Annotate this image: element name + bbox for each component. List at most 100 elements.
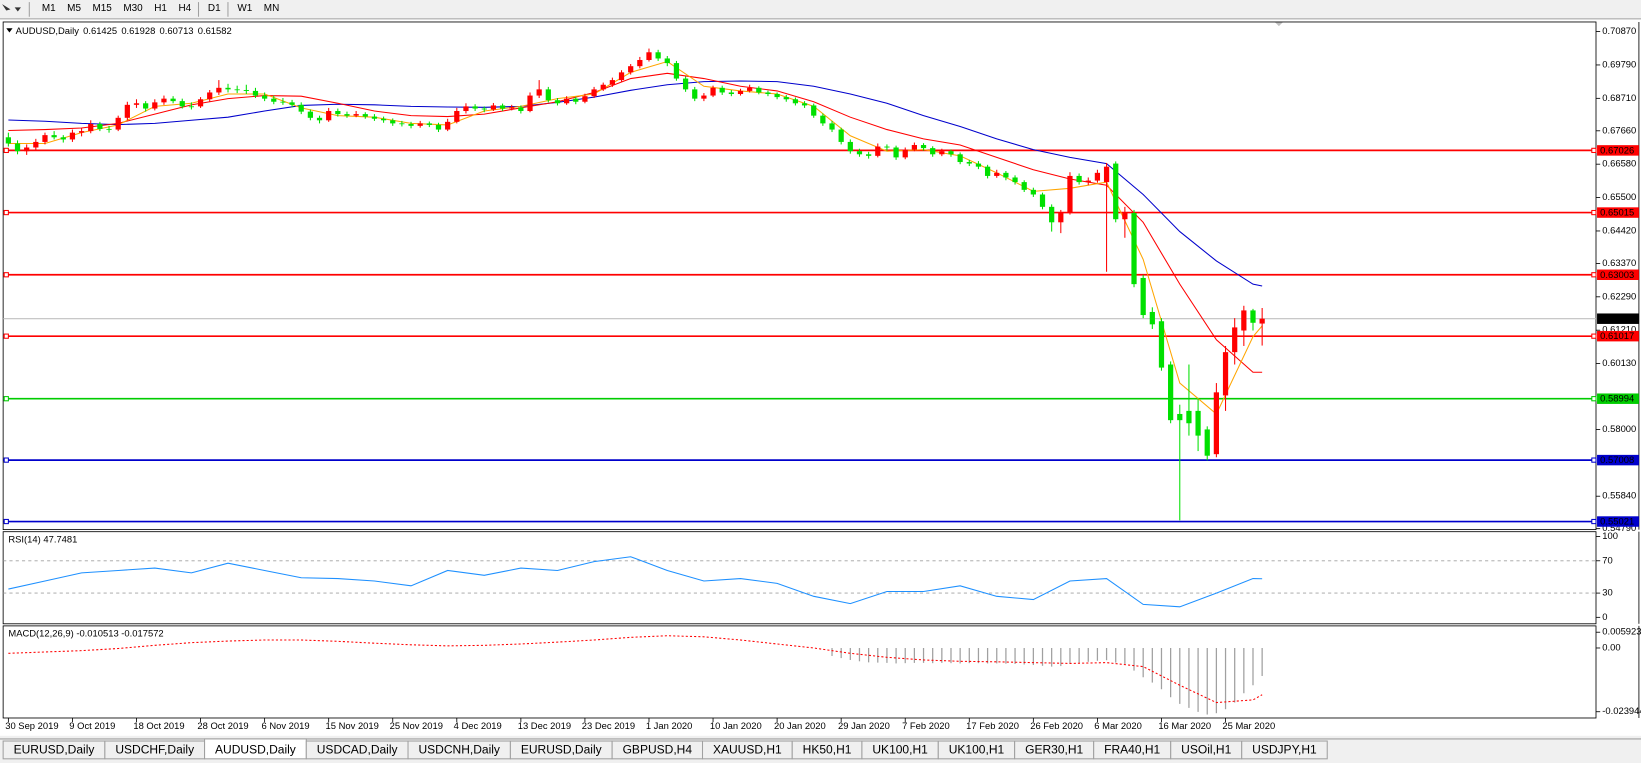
chart-tab-label[interactable]: UK100,H1 xyxy=(872,743,928,757)
chart-tab-label[interactable]: USDCHF,Daily xyxy=(115,743,194,757)
moving-average-line xyxy=(8,80,1263,287)
collapse-triangle[interactable] xyxy=(6,28,13,33)
chart-tab-label[interactable]: GBPUSD,H4 xyxy=(623,743,693,757)
timeframe-button[interactable]: D1 xyxy=(208,3,221,14)
x-tick-label: 28 Oct 2019 xyxy=(197,720,248,731)
candle-body xyxy=(271,98,277,102)
candle-body xyxy=(1195,410,1201,436)
level-handle[interactable] xyxy=(1591,518,1597,525)
candle-body xyxy=(710,87,716,96)
candle-body xyxy=(1085,180,1091,183)
candle-body xyxy=(33,141,39,148)
candle-body xyxy=(60,137,66,140)
x-tick-label: 7 Feb 2020 xyxy=(902,720,950,731)
level-label: 0.55021 xyxy=(1600,516,1634,527)
chart-tab-label[interactable]: USOil,H1 xyxy=(1181,743,1231,757)
candle-body xyxy=(170,98,176,102)
level-handle[interactable] xyxy=(1591,272,1597,278)
level-handle[interactable] xyxy=(3,457,9,463)
x-tick-label: 6 Nov 2019 xyxy=(261,720,309,731)
level-handle[interactable] xyxy=(3,209,9,216)
level-label: 0.57008 xyxy=(1600,454,1634,465)
level-handle[interactable] xyxy=(3,396,9,402)
level-handle[interactable] xyxy=(1591,396,1597,402)
candle-body xyxy=(307,111,313,118)
dropdown-icon[interactable] xyxy=(14,7,21,12)
candle-body xyxy=(380,118,387,121)
level-handle[interactable] xyxy=(3,272,9,278)
cursor-icon[interactable] xyxy=(2,4,11,11)
chart-tab-label[interactable]: GER30,H1 xyxy=(1025,743,1083,757)
candle-body xyxy=(124,104,130,118)
level-handle[interactable] xyxy=(3,518,9,525)
timeframe-button[interactable]: M30 xyxy=(123,3,143,14)
y-tick-label: 0.62290 xyxy=(1602,290,1636,301)
chart-tab-label[interactable]: FRA40,H1 xyxy=(1104,743,1160,757)
y-tick-label: 0.60130 xyxy=(1602,357,1636,368)
timeframe-button[interactable]: M15 xyxy=(93,3,113,14)
chart-tab-label[interactable]: EURUSD,Daily xyxy=(14,743,95,757)
chart-tab-label[interactable]: AUDUSD,Daily xyxy=(215,743,296,757)
candle-body xyxy=(930,148,936,155)
candle-body xyxy=(1122,213,1128,220)
candle-body xyxy=(472,106,478,109)
candle-body xyxy=(1012,177,1018,183)
x-tick-label: 30 Sep 2019 xyxy=(5,720,58,731)
level-handle[interactable] xyxy=(1591,457,1597,463)
candle-body xyxy=(728,92,734,95)
x-tick-label: 16 Mar 2020 xyxy=(1158,720,1211,731)
chart-tab[interactable] xyxy=(1241,740,1328,760)
candle-body xyxy=(1049,206,1055,223)
level-handle[interactable] xyxy=(1591,147,1597,154)
level-handle[interactable] xyxy=(3,147,9,154)
candle-body xyxy=(216,87,222,93)
chart-tab-label[interactable]: USDCAD,Daily xyxy=(317,743,398,757)
timeframe-button[interactable]: M1 xyxy=(42,3,56,14)
x-tick-label: 1 Jan 2020 xyxy=(646,720,693,731)
chart-tab-label[interactable]: USDJPY,H1 xyxy=(1252,743,1317,757)
level-label-box xyxy=(1597,454,1639,466)
chart-tab-label[interactable]: HK50,H1 xyxy=(803,743,852,757)
chart-tab-label[interactable]: UK100,H1 xyxy=(949,743,1005,757)
candle-body xyxy=(975,163,982,167)
x-tick-label: 9 Oct 2019 xyxy=(69,720,115,731)
x-tick-label: 15 Nov 2019 xyxy=(326,720,379,731)
candle-body xyxy=(335,111,341,115)
candle-body xyxy=(1113,163,1119,220)
level-label-box xyxy=(1597,269,1639,281)
candle-body xyxy=(207,92,213,100)
candle-body xyxy=(628,66,634,73)
panel-frame xyxy=(2,531,1597,625)
candle-body xyxy=(682,78,689,90)
timeframe-button[interactable]: MN xyxy=(264,3,279,14)
candle-body xyxy=(1177,413,1183,421)
candle-body xyxy=(655,52,661,59)
candle-body xyxy=(509,107,515,109)
chart-tab-label[interactable]: EURUSD,Daily xyxy=(521,743,602,757)
timeframe-button[interactable]: W1 xyxy=(237,3,252,14)
level-label: 0.61017 xyxy=(1600,330,1634,341)
x-tick-label: 17 Feb 2020 xyxy=(966,720,1019,731)
candle-body xyxy=(435,124,442,130)
level-handle[interactable] xyxy=(1591,209,1597,216)
candle-body xyxy=(811,105,817,116)
y-tick-label: 0.54790 xyxy=(1602,522,1636,533)
level-handle[interactable] xyxy=(1591,333,1597,339)
chart-tab-label[interactable]: USDCNH,Daily xyxy=(418,743,499,757)
candle-body xyxy=(316,117,323,121)
candle-body xyxy=(1259,318,1265,324)
candle-body xyxy=(518,107,524,112)
timeframe-button[interactable]: H4 xyxy=(178,3,191,14)
timeframe-button[interactable]: H1 xyxy=(154,3,167,14)
ohlc-header-value: 0.61582 xyxy=(198,25,232,36)
x-tick-label: 18 Oct 2019 xyxy=(133,720,184,731)
candle-body xyxy=(133,103,140,105)
candle-body xyxy=(24,147,30,152)
timeframe-button[interactable]: M5 xyxy=(67,3,81,14)
candle-body xyxy=(344,114,350,116)
candle-body xyxy=(737,90,744,95)
level-handle[interactable] xyxy=(3,333,9,339)
candle-body xyxy=(408,123,414,126)
candle-body xyxy=(42,135,48,142)
chart-tab-label[interactable]: XAUUSD,H1 xyxy=(713,743,782,757)
